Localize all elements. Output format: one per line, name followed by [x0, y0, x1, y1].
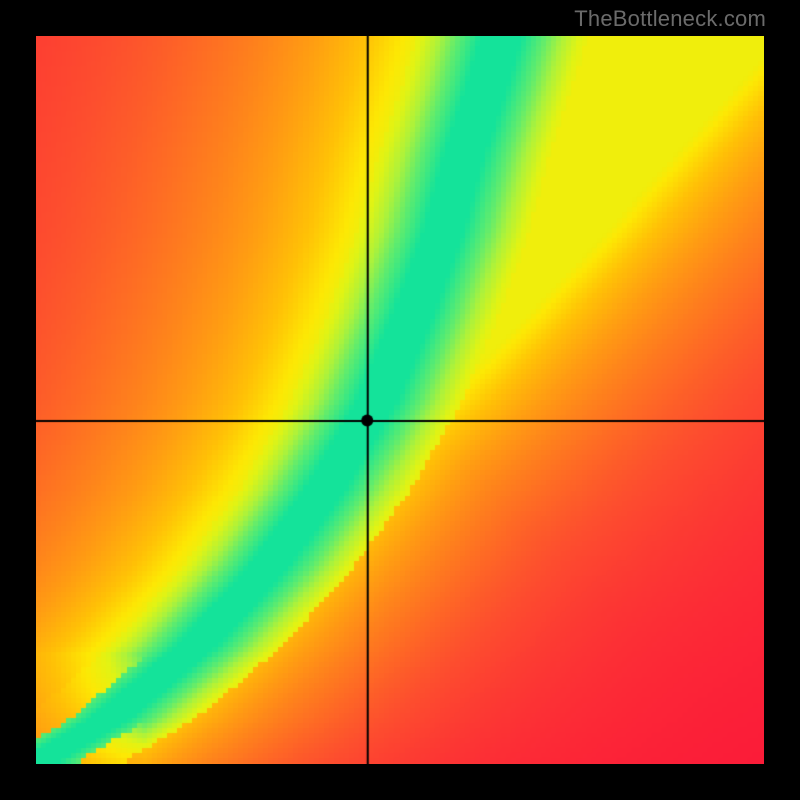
- attribution-text: TheBottleneck.com: [574, 6, 766, 32]
- bottleneck-heatmap: [36, 36, 764, 764]
- chart-container: TheBottleneck.com: [0, 0, 800, 800]
